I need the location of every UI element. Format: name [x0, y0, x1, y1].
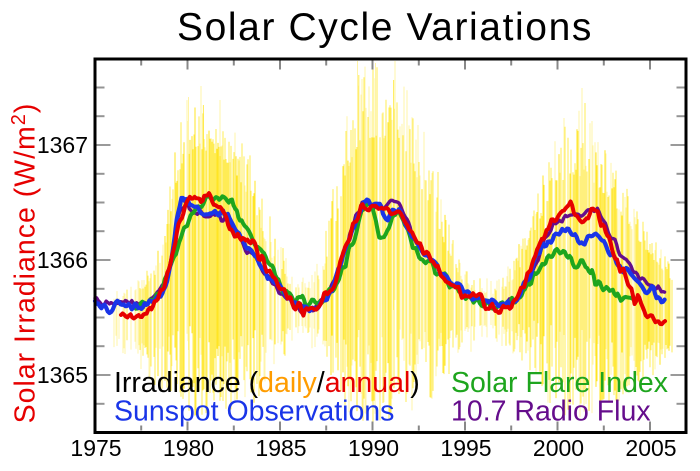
svg-text:1980: 1980 — [163, 435, 214, 461]
svg-text:1366: 1366 — [37, 247, 88, 273]
svg-text:Irradiance (daily/annual): Irradiance (daily/annual) — [114, 367, 420, 399]
svg-text:1365: 1365 — [37, 362, 88, 388]
svg-text:Solar Irradiance (W/m2): Solar Irradiance (W/m2) — [8, 103, 42, 424]
svg-text:1367: 1367 — [37, 132, 88, 158]
svg-text:2005: 2005 — [625, 435, 676, 461]
svg-text:2000: 2000 — [533, 435, 584, 461]
svg-text:10.7 Radio Flux: 10.7 Radio Flux — [451, 396, 651, 428]
svg-text:1975: 1975 — [70, 435, 121, 461]
svg-text:Solar Flare Index: Solar Flare Index — [451, 367, 668, 399]
svg-text:1995: 1995 — [440, 435, 491, 461]
svg-text:Sunspot Observations: Sunspot Observations — [114, 396, 394, 428]
svg-text:1985: 1985 — [255, 435, 306, 461]
svg-text:Solar Cycle Variations: Solar Cycle Variations — [177, 6, 593, 49]
svg-text:1990: 1990 — [348, 435, 399, 461]
